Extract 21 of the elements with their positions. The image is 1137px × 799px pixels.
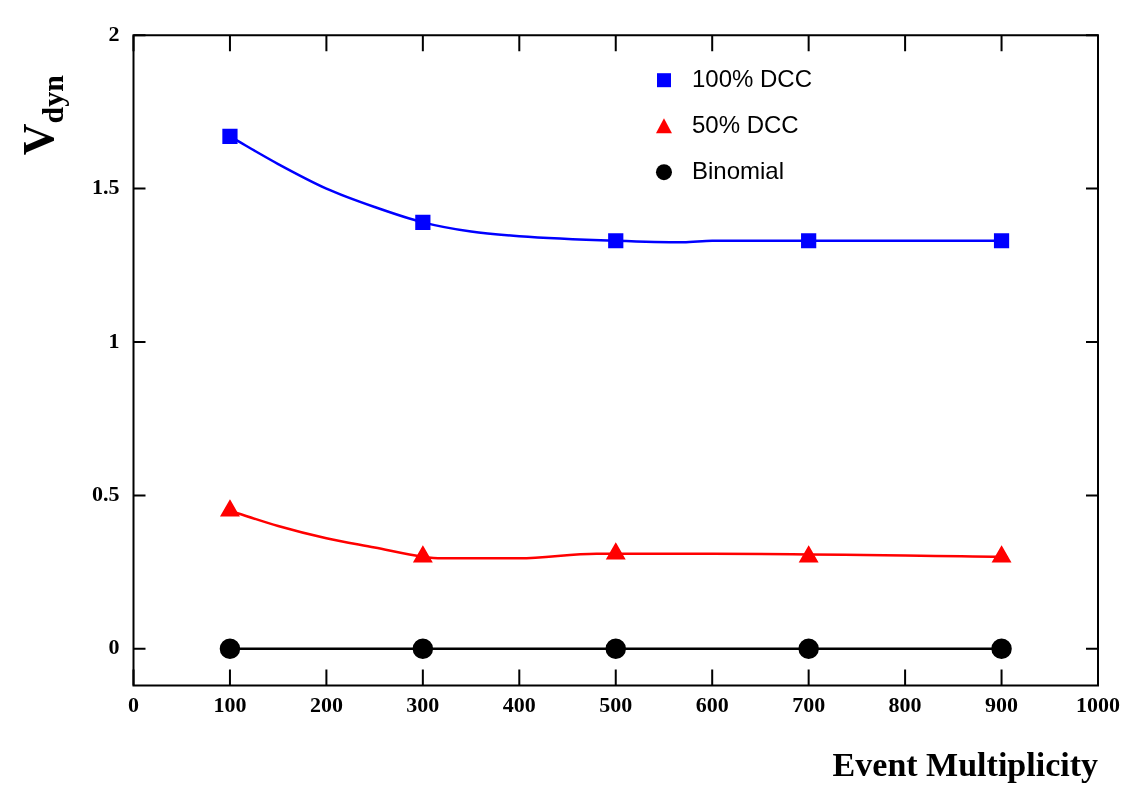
legend-label: 100% DCC [691, 64, 813, 92]
y-tick-label: 1.5 [92, 174, 120, 200]
x-tick-label: 100 [213, 692, 247, 718]
y-tick-label: 1 [108, 327, 120, 353]
y-tick-label: 0 [108, 634, 120, 660]
y-tick-label: 0.5 [92, 481, 120, 507]
x-tick-label: 500 [599, 692, 633, 718]
x-axis-title: Event Multiplicity [832, 746, 1098, 783]
legend-label: 50% DCC [691, 110, 799, 138]
x-tick-label: 1000 [1076, 692, 1120, 718]
y-axis-title: Vdyn [14, 74, 69, 156]
x-tick-label: 800 [888, 692, 922, 718]
x-tick-label: 600 [695, 692, 729, 718]
legend-label: Binomial [691, 156, 785, 184]
x-tick-label: 0 [128, 692, 139, 718]
x-tick-label: 400 [502, 692, 536, 718]
y-tick-label: 2 [108, 20, 120, 46]
x-tick-label: 200 [309, 692, 343, 718]
x-tick-label: 700 [792, 692, 826, 718]
x-tick-label: 900 [985, 692, 1019, 718]
x-tick-label: 300 [406, 692, 440, 718]
